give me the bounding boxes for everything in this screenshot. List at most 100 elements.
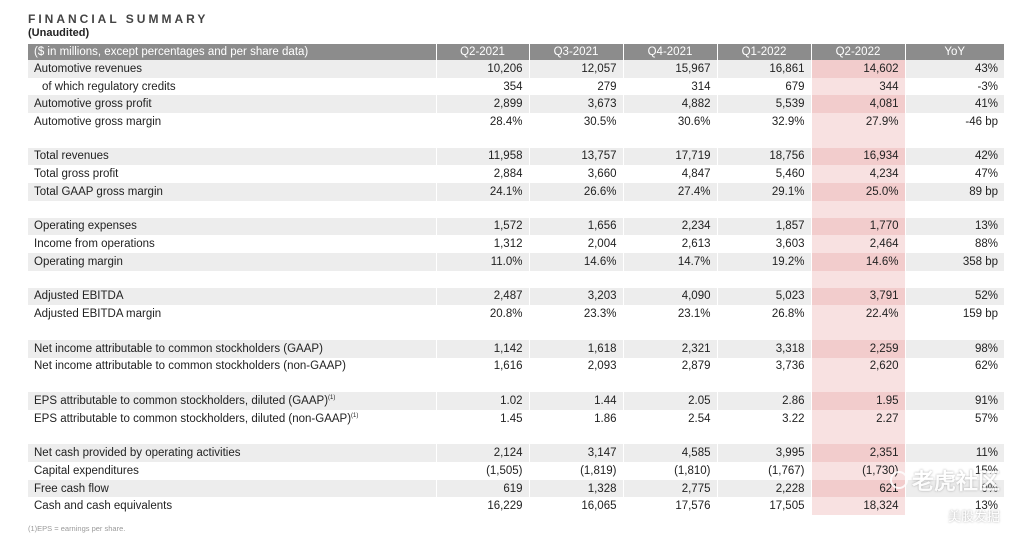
- footnote-marker: (1): [328, 395, 336, 402]
- cell-yoy: 13%: [974, 500, 998, 513]
- spacer-cell: [436, 322, 530, 340]
- cell-q4-2021: 23.1%: [623, 305, 718, 323]
- spacer-cell: [529, 130, 624, 148]
- row-label-text: Income from operations: [34, 238, 155, 251]
- row-label: Net cash provided by operating activitie…: [28, 444, 437, 463]
- column-header-q2-2022: Q2-2022: [811, 44, 906, 60]
- column-header-q4-2021: Q4-2021: [623, 44, 718, 60]
- cell-q1-2022: 2,228: [717, 479, 812, 498]
- cell-q2-2021: 2,899: [436, 95, 530, 114]
- cell-q1-2022: 19.2%: [717, 252, 812, 271]
- spacer-cell: [28, 130, 437, 148]
- cell-q1-2022: 5,023: [717, 287, 812, 306]
- spacer-row: [28, 200, 1004, 218]
- cell-q4-2021: 2.54: [623, 409, 718, 428]
- cell-q2-2022: 18,324: [811, 497, 906, 516]
- cell-yoy: 89 bp: [905, 183, 1004, 201]
- column-header-yoy: YoY: [905, 44, 1004, 60]
- cell-yoy: 42%: [905, 147, 1004, 166]
- cell-q2-2021: 1,312: [436, 235, 530, 253]
- cell-q2-2021: 11.0%: [436, 252, 530, 271]
- cell-q2-2022: 2,464: [811, 235, 906, 253]
- row-label: Automotive gross margin: [28, 113, 437, 131]
- table-header-row: ($ in millions, except percentages and p…: [28, 44, 1004, 60]
- row-label: Automotive revenues: [28, 60, 437, 78]
- watermark-text-1: 老虎社区: [911, 470, 1000, 495]
- watermark-author: 美股发掘: [931, 506, 1000, 525]
- cell-q2-2022: 2.27: [811, 409, 906, 428]
- cell-q2-2021: 20.8%: [436, 305, 530, 323]
- cell-q3-2021: 3,203: [529, 287, 624, 306]
- cell-q2-2021: 2,124: [436, 444, 530, 463]
- cell-q3-2021: (1,819): [529, 462, 624, 480]
- user-icon: [931, 509, 944, 522]
- cell-q3-2021: 23.3%: [529, 305, 624, 323]
- row-label-text: Capital expenditures: [34, 464, 139, 477]
- cell-q3-2021: 1.44: [529, 392, 624, 410]
- cell-q2-2022: 2,620: [811, 357, 906, 376]
- spacer-cell: [717, 130, 812, 148]
- cell-q3-2021: 3,673: [529, 95, 624, 114]
- cell-yoy: 47%: [974, 168, 998, 181]
- cell-q2-2022: 2,351: [811, 444, 906, 463]
- cell-yoy: 91%: [905, 392, 1004, 410]
- spacer-cell: [28, 427, 437, 445]
- table-row: EPS attributable to common stockholders,…: [28, 409, 1004, 428]
- cell-yoy: 0%: [905, 479, 1004, 498]
- cell-yoy: 52%: [905, 287, 1004, 306]
- spacer-cell: [717, 200, 812, 218]
- row-label: EPS attributable to common stockholders,…: [28, 392, 437, 410]
- spacer-cell: [529, 200, 624, 218]
- spacer-cell: [436, 200, 530, 218]
- cell-yoy: 15%: [974, 464, 998, 477]
- cell-q1-2022: 3,995: [717, 444, 812, 463]
- row-label-text: Net cash provided by operating activitie…: [34, 447, 241, 460]
- table-row: Net cash provided by operating activitie…: [28, 444, 1004, 463]
- cell-q2-2022: 4,081: [811, 95, 906, 114]
- table-row: Total GAAP gross margin 24.1% 26.6% 27.4% 29…: [28, 183, 1004, 201]
- cell-yoy: 358 bp: [905, 252, 1004, 271]
- row-label-text: Automotive revenues: [34, 62, 143, 75]
- cell-q2-2022: 3,791: [811, 287, 906, 306]
- cell-yoy: 11%: [905, 444, 1004, 463]
- cell-q3-2021: 1.86: [529, 409, 624, 428]
- row-label-text: Total gross profit: [34, 168, 119, 181]
- spacer-cell: [529, 427, 624, 445]
- financial-summary-table: ($ in millions, except percentages and p…: [28, 44, 1004, 516]
- row-label-text: Adjusted EBITDA margin: [34, 308, 162, 321]
- column-header-q2-2021: Q2-2021: [436, 44, 530, 60]
- spacer-cell: [717, 375, 812, 393]
- cell-q1-2022: 1,857: [717, 217, 812, 236]
- spacer-cell: [28, 200, 437, 218]
- cell-q4-2021: 2,321: [623, 339, 718, 358]
- spacer-cell: [811, 427, 906, 445]
- cell-q2-2021: 24.1%: [436, 183, 530, 201]
- spacer-cell: [905, 375, 1004, 393]
- row-label: Adjusted EBITDA margin: [28, 305, 437, 323]
- cell-q2-2022: 14.6%: [811, 252, 906, 271]
- cell-q4-2021: 4,090: [623, 287, 718, 306]
- spacer-cell: [529, 375, 624, 393]
- spacer-row: [28, 375, 1004, 393]
- row-label: Adjusted EBITDA: [28, 287, 437, 306]
- spacer-cell: [529, 270, 624, 288]
- watermark-text-2: 美股发掘: [947, 510, 1000, 525]
- cell-q2-2021: 28.4%: [436, 113, 530, 131]
- cell-q2-2021: 11,958: [436, 147, 530, 166]
- spacer-cell: [28, 375, 437, 393]
- spacer-cell: [436, 375, 530, 393]
- cell-q1-2022: 26.8%: [717, 305, 812, 323]
- cell-q1-2022: (1,767): [717, 462, 812, 480]
- cell-q1-2022: 2.86: [717, 392, 812, 410]
- table-row: Net income attributable to common stockh…: [28, 339, 1004, 358]
- cell-q1-2022: 679: [717, 77, 812, 96]
- cell-q4-2021: 17,719: [623, 147, 718, 166]
- table-row: Total revenues 11,958 13,757 17,719 18,756 16…: [28, 147, 1004, 166]
- row-label: Total GAAP gross margin: [28, 183, 437, 201]
- row-label: Net income attributable to common stockh…: [28, 357, 437, 376]
- spacer-cell: [623, 322, 718, 340]
- spacer-cell: [905, 130, 1004, 148]
- cell-yoy: 43%: [905, 60, 1004, 78]
- column-header-description: ($ in millions, except percentages and p…: [28, 44, 437, 60]
- column-header-q3-2021: Q3-2021: [529, 44, 624, 60]
